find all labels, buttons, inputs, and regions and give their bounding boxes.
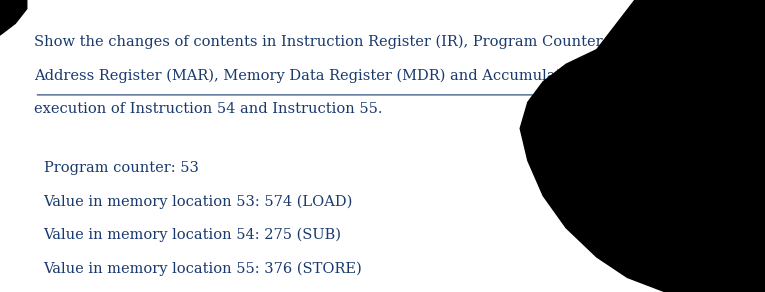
Text: execution of Instruction 54 and Instruction 55.: execution of Instruction 54 and Instruct…	[34, 102, 383, 116]
Text: Value in memory location 55: 376 (STORE): Value in memory location 55: 376 (STORE)	[44, 261, 363, 276]
Text: Value in memory location 54: 275 (SUB): Value in memory location 54: 275 (SUB)	[44, 228, 342, 242]
Text: Value in memory location 53: 574 (LOAD): Value in memory location 53: 574 (LOAD)	[44, 194, 353, 208]
Text: Show the changes of contents in Instruction Register (IR), Program Counter (PC),: Show the changes of contents in Instruct…	[34, 35, 711, 49]
Text: Address Register (MAR), Memory Data Register (MDR) and Accumulator (A) during th: Address Register (MAR), Memory Data Regi…	[34, 69, 687, 83]
Text: Program counter: 53: Program counter: 53	[44, 161, 198, 175]
